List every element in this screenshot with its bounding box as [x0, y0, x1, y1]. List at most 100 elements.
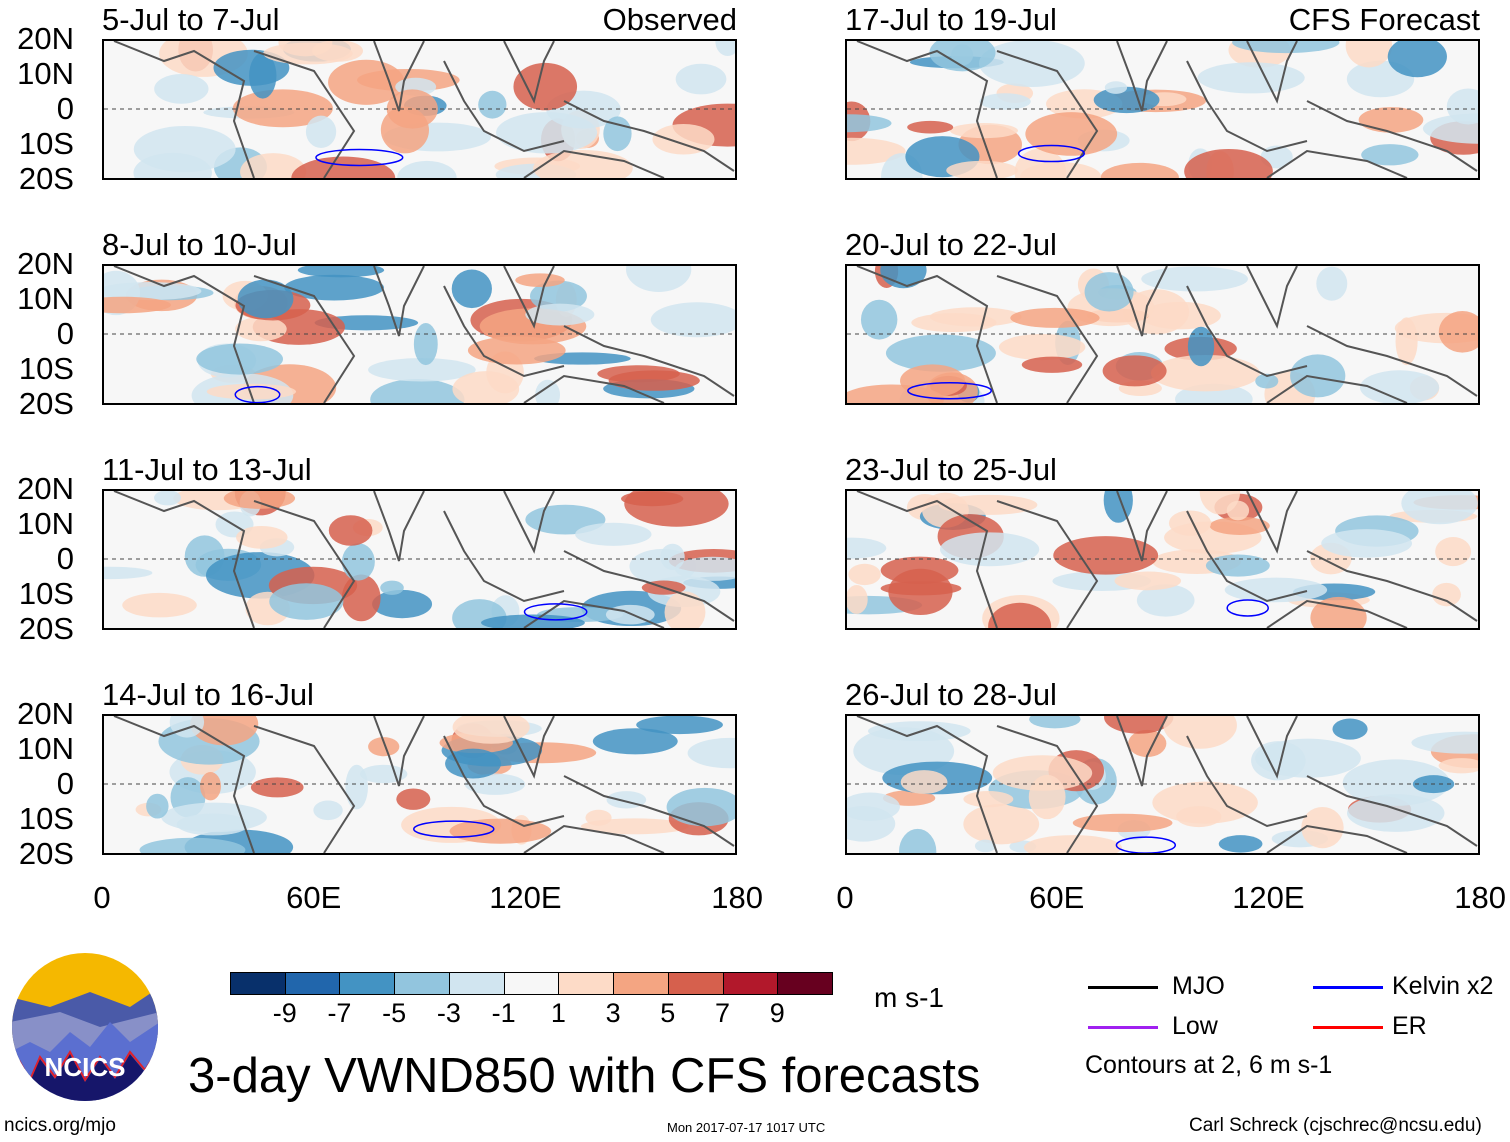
coastline	[1246, 41, 1298, 104]
colorbar-label: 1	[550, 998, 566, 1028]
anomaly-blob	[847, 584, 868, 614]
anomaly-blob	[888, 568, 953, 616]
anomaly-blob	[1021, 356, 1083, 373]
kelvin-legend-label: Kelvin x2	[1392, 972, 1494, 1000]
anomaly-blob	[946, 160, 1019, 178]
coastline	[563, 550, 735, 622]
colorbar-label: 3	[605, 998, 621, 1028]
anomaly-blob	[478, 90, 507, 119]
mjo-legend-label: MJO	[1172, 972, 1225, 1000]
coastline	[1186, 60, 1308, 153]
coastline	[1306, 100, 1478, 172]
coastline	[503, 716, 555, 779]
lat-label: 20N	[17, 21, 74, 56]
lat-label: 0	[56, 541, 74, 576]
anomaly-blob	[223, 491, 296, 509]
lat-label: 0	[56, 91, 74, 126]
coastline	[1266, 599, 1408, 628]
coastline	[253, 275, 356, 403]
anomaly-blob	[1438, 311, 1478, 353]
figure-title: 3-day VWND850 with CFS forecasts	[188, 1049, 981, 1103]
anomaly-blob	[907, 120, 954, 134]
anomaly-blob	[413, 323, 438, 366]
coastline	[1186, 285, 1308, 378]
panel-title: 5-Jul to 7-Jul	[102, 2, 280, 37]
coastline	[443, 510, 565, 603]
anomaly-blob	[232, 89, 333, 128]
anomaly-blob	[237, 279, 294, 319]
coastline	[1306, 550, 1478, 622]
anomaly-blob	[1345, 41, 1393, 68]
anomaly-blob	[496, 112, 598, 154]
anomaly-blob	[974, 839, 996, 853]
anomaly-blob	[397, 160, 457, 178]
anomaly-blob	[1346, 794, 1445, 832]
coastline	[1116, 266, 1168, 337]
anomaly-blob	[621, 491, 684, 507]
anomaly-blob	[104, 566, 153, 580]
panel-title: 23-Jul to 25-Jul	[845, 452, 1057, 487]
coastline	[523, 149, 665, 178]
anomaly-blob	[1141, 266, 1249, 292]
anomaly-blob	[1226, 500, 1250, 521]
colorbar-swatch	[284, 972, 341, 995]
anomaly-blob	[1176, 806, 1222, 828]
anomaly-blob	[1084, 272, 1134, 312]
anomaly-blob	[313, 800, 343, 821]
coastline	[1266, 374, 1408, 403]
coastline	[996, 50, 1099, 178]
coastline	[1266, 824, 1408, 853]
anomaly-blob	[847, 114, 892, 133]
anomaly-blob	[900, 364, 966, 398]
contours-note: Contours at 2, 6 m s-1	[1085, 1051, 1333, 1079]
anomaly-blob	[992, 755, 1093, 791]
coastline	[1246, 266, 1298, 329]
colorbar-swatch	[339, 972, 396, 995]
anomaly-blob	[533, 149, 633, 178]
anomaly-blob	[1361, 144, 1419, 166]
anomaly-blob	[687, 737, 735, 769]
anomaly-blob	[988, 602, 1052, 628]
anomaly-blob	[1432, 582, 1461, 607]
lat-label: 20S	[18, 611, 74, 646]
colorbar-label: -1	[491, 998, 516, 1028]
anomaly-blob	[297, 266, 385, 278]
colorbar-label: 7	[715, 998, 731, 1028]
anomaly-blob	[372, 589, 433, 619]
colorbar-swatch	[777, 972, 833, 995]
lon-label: 60E	[1029, 880, 1085, 915]
anomaly-blob	[535, 379, 561, 403]
coastline	[1116, 41, 1168, 112]
lat-label: 10N	[17, 56, 74, 91]
coastline	[1186, 510, 1308, 603]
anomaly-map	[845, 714, 1480, 855]
coastline	[113, 716, 255, 853]
anomaly-blob	[1218, 835, 1263, 853]
anomaly-blob	[674, 556, 735, 581]
coastline	[113, 266, 255, 403]
anomaly-blob	[249, 52, 277, 99]
anomaly-blob	[1290, 354, 1346, 398]
anomaly-blob	[525, 303, 595, 326]
colorbar-units: m s-1	[874, 982, 944, 1013]
anomaly-blob	[176, 813, 250, 836]
anomaly-blob	[900, 770, 948, 794]
lon-label: 120E	[1232, 880, 1305, 915]
colorbar-label: -7	[327, 998, 352, 1028]
anomaly-blob	[236, 525, 288, 549]
coastline	[563, 775, 735, 847]
anomaly-blob	[133, 152, 212, 178]
anomaly-blob	[1342, 759, 1450, 806]
coastline	[1116, 716, 1168, 787]
anomaly-blob	[1025, 112, 1118, 156]
coastline	[996, 500, 1099, 628]
coastline	[503, 266, 555, 329]
lat-label: 20N	[17, 246, 74, 281]
panel-title: 11-Jul to 13-Jul	[102, 452, 312, 487]
coastline	[1186, 735, 1308, 828]
anomaly-blob	[963, 790, 1014, 808]
colorbar-swatch	[448, 972, 505, 995]
footer-url[interactable]: ncics.org/mjo	[4, 1115, 116, 1136]
ncics-logo: NCICS	[10, 952, 160, 1102]
panel-title: 20-Jul to 22-Jul	[845, 227, 1057, 262]
